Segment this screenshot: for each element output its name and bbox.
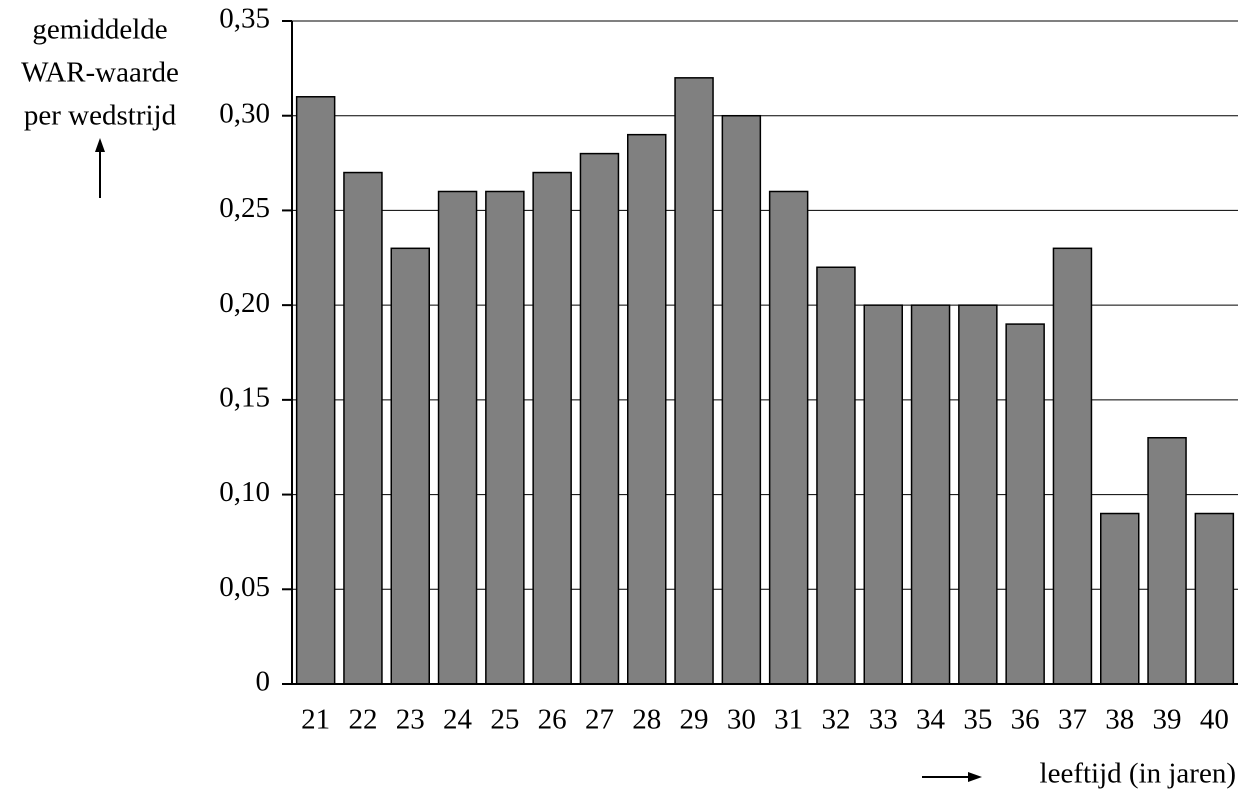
x-tick-label: 25 — [490, 704, 519, 736]
x-tick-label: 34 — [916, 704, 946, 736]
bar — [579, 152, 620, 685]
x-tick-label: 21 — [301, 704, 330, 736]
x-tick-label: 31 — [774, 704, 803, 736]
y-tick-label: 0,20 — [219, 287, 270, 319]
bar — [910, 304, 951, 685]
x-tick-label: 32 — [821, 704, 850, 736]
bar — [1100, 512, 1140, 685]
x-tick-label: 28 — [632, 704, 661, 736]
x-tick-label: 27 — [585, 704, 614, 736]
y-tick-label: 0,10 — [219, 476, 270, 508]
arrow-head — [968, 772, 982, 782]
bar — [768, 190, 809, 685]
x-tick-label: 26 — [538, 704, 567, 736]
bar — [532, 171, 572, 685]
y-tick-label: 0,15 — [219, 382, 270, 414]
bar — [1052, 247, 1093, 685]
x-tick-label: 33 — [869, 704, 898, 736]
bar — [627, 133, 667, 685]
bar — [1005, 323, 1045, 685]
bar — [674, 77, 714, 685]
bar — [437, 190, 478, 685]
y-tick-label: 0 — [256, 666, 271, 698]
bar — [485, 190, 525, 685]
y-axis-label: per wedstrijd — [24, 100, 177, 132]
bar — [1194, 512, 1235, 685]
bar — [958, 304, 998, 685]
y-tick-label: 0,25 — [219, 192, 270, 224]
bar — [816, 266, 856, 685]
y-tick-label: 0,35 — [219, 3, 270, 35]
bar — [863, 304, 903, 685]
bar — [295, 96, 336, 685]
bar — [721, 114, 762, 685]
x-tick-label: 22 — [348, 704, 377, 736]
x-tick-label: 40 — [1200, 704, 1229, 736]
x-tick-label: 23 — [396, 704, 425, 736]
x-tick-label: 37 — [1058, 704, 1087, 736]
x-tick-label: 39 — [1153, 704, 1182, 736]
x-tick-label: 29 — [680, 704, 709, 736]
x-tick-label: 35 — [963, 704, 992, 736]
y-axis-label: gemiddelde — [32, 14, 167, 46]
bar — [390, 247, 430, 685]
x-tick-label: 30 — [727, 704, 756, 736]
bar — [1147, 436, 1187, 685]
x-tick-label: 24 — [443, 704, 473, 736]
x-tick-label: 36 — [1011, 704, 1040, 736]
x-axis-label: leeftijd (in jaren) — [1040, 758, 1236, 790]
y-tick-label: 0,05 — [219, 571, 270, 603]
arrow-head — [95, 138, 105, 152]
bar — [343, 171, 383, 685]
y-axis-label: WAR-waarde — [21, 57, 179, 89]
y-tick-label: 0,30 — [219, 97, 270, 129]
x-tick-label: 38 — [1105, 704, 1134, 736]
